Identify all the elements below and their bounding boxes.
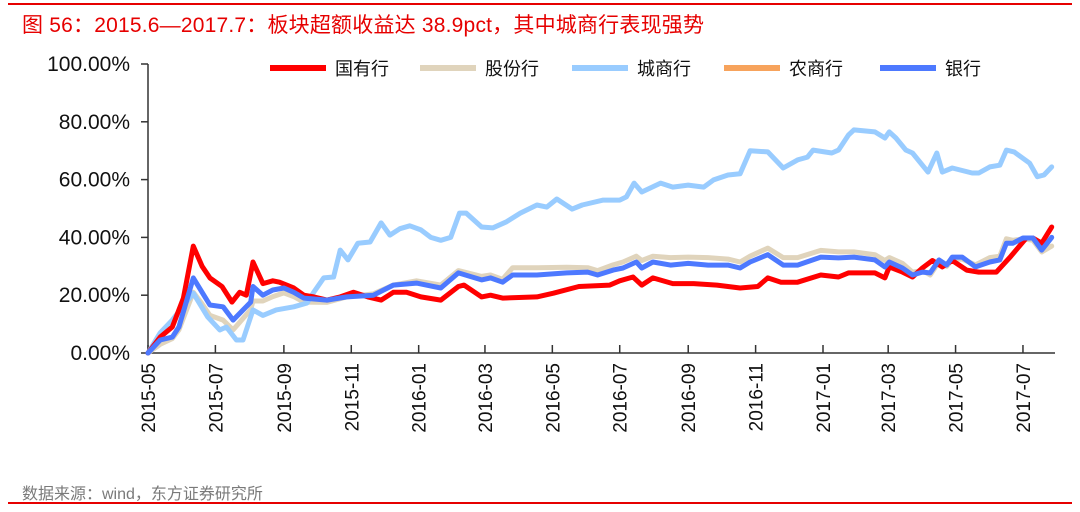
footer-rule	[8, 502, 1072, 504]
source-note: 数据来源：wind，东方证券研究所	[22, 486, 263, 503]
legend: 国有行 股份行 城商行 农商行 银行	[270, 59, 981, 79]
series-line-0	[145, 224, 1055, 356]
series-line-1	[145, 236, 1055, 356]
x-tick-label: 2017-07	[1014, 363, 1035, 433]
x-tick-label: 2015-11	[342, 363, 363, 431]
series-line-4	[145, 234, 1055, 356]
x-tick-label: 2015-07	[206, 363, 227, 433]
legend-label-4: 银行	[945, 59, 981, 79]
x-tick-label: 2016-01	[410, 363, 431, 433]
x-tick-label: 2016-09	[679, 363, 700, 433]
x-tick-label: 2016-11	[747, 363, 768, 431]
x-tick-label: 2015-05	[139, 363, 160, 433]
y-tick-label: 0.00%	[70, 342, 130, 365]
series-lines	[145, 127, 1055, 356]
legend-label-0: 国有行	[335, 59, 389, 79]
title-rule	[8, 3, 1072, 5]
series-line-2	[145, 127, 1055, 356]
legend-label-1: 股份行	[485, 59, 539, 79]
legend-label-2: 城商行	[637, 59, 691, 79]
x-tick-label: 2015-09	[275, 363, 296, 433]
x-tick-label: 2016-05	[543, 363, 564, 433]
x-tick-label: 2016-07	[611, 363, 632, 433]
x-tick-label: 2017-03	[879, 363, 900, 433]
y-tick-label: 60.00%	[59, 169, 130, 192]
axes: 0.00% 20.00% 40.00% 60.00% 80.00% 100.00% 2015…	[47, 53, 1055, 433]
y-tick-label: 80.00%	[59, 111, 130, 134]
x-tick-label: 2017-05	[947, 363, 968, 433]
legend-label-3: 农商行	[789, 59, 843, 79]
y-tick-label: 20.00%	[59, 284, 130, 307]
chart-title: 图 56：2015.6—2017.7：板块超额收益达 38.9pct，其中城商行…	[22, 14, 705, 37]
y-tick-label: 100.00%	[47, 53, 130, 76]
x-tick-label: 2016-03	[476, 363, 497, 433]
x-tick-label: 2017-01	[814, 363, 835, 433]
y-tick-label: 40.00%	[59, 226, 130, 249]
